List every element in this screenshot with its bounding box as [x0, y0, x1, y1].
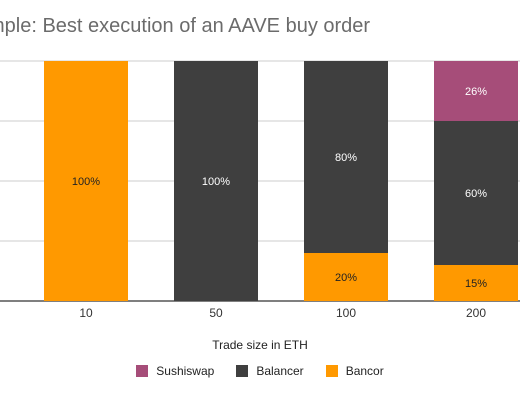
data-label-bancor-200: 15%	[465, 278, 487, 290]
x-axis-label: Trade size in ETH	[212, 338, 308, 352]
legend-label-balancer: Balancer	[256, 364, 304, 378]
x-tick-label: 100	[336, 306, 356, 320]
legend-item-balancer: Balancer	[236, 364, 304, 378]
legend: Sushiswap Balancer Bancor	[0, 364, 520, 378]
x-tick-label: 50	[209, 306, 223, 320]
x-tick-label: 200	[466, 306, 486, 320]
bar-bancor-100	[304, 253, 388, 301]
x-tick-label: 10	[79, 306, 93, 320]
bar-balancer-50	[174, 61, 258, 301]
data-label-balancer-50: 100%	[202, 176, 230, 188]
bar-sushiswap-200	[434, 61, 518, 121]
data-label-bancor-10: 100%	[72, 176, 100, 188]
chart-title: mple: Best execution of an AAVE buy orde…	[0, 15, 371, 37]
data-label-balancer-100: 80%	[335, 152, 357, 164]
legend-swatch-bancor	[325, 365, 338, 377]
legend-swatch-sushiswap	[136, 365, 149, 377]
legend-swatch-balancer	[236, 365, 249, 377]
bar-balancer-100	[304, 61, 388, 253]
legend-item-bancor: Bancor	[325, 364, 384, 378]
bar-balancer-200	[434, 121, 518, 265]
data-label-bancor-100: 20%	[335, 272, 357, 284]
bar-bancor-10	[44, 61, 128, 301]
data-label-sushiswap-200: 26%	[465, 86, 487, 98]
legend-label-bancor: Bancor	[345, 364, 384, 378]
data-label-balancer-200: 60%	[465, 188, 487, 200]
bar-bancor-200	[434, 265, 518, 301]
legend-item-sushiswap: Sushiswap	[136, 364, 214, 378]
legend-label-sushiswap: Sushiswap	[156, 364, 215, 378]
